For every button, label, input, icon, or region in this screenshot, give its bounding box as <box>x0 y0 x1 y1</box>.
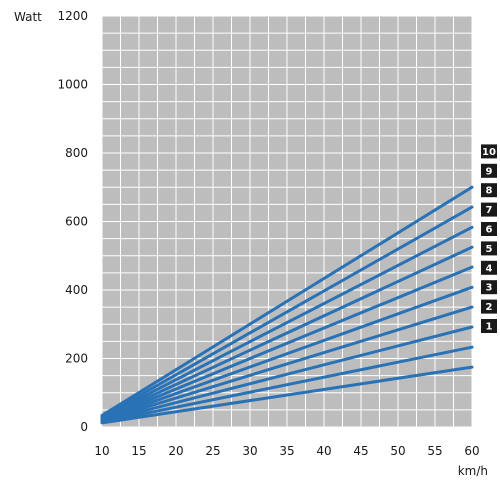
level-badge-7: 7 <box>481 202 497 217</box>
level-badge-box <box>481 202 497 217</box>
y-tick-label: 1200 <box>57 9 88 23</box>
level-badge-2: 2 <box>481 299 497 314</box>
level-badge-box <box>481 260 497 275</box>
level-badge-box <box>481 280 497 295</box>
y-tick-label: 800 <box>65 146 88 160</box>
level-badge-8: 8 <box>481 183 497 198</box>
x-axis-label: km/h <box>458 464 488 478</box>
x-tick-labels: 10 15 20 25 30 35 40 45 50 55 60 <box>94 444 479 458</box>
level-badge-10: 10 <box>481 144 497 159</box>
x-tick-label: 25 <box>205 444 220 458</box>
y-tick-label: 200 <box>65 352 88 366</box>
level-badge-1: 1 <box>481 319 497 333</box>
y-tick-labels: 0 200 400 600 800 1000 1200 <box>57 9 88 434</box>
level-badge-6: 6 <box>481 222 497 236</box>
y-tick-label: 600 <box>65 215 88 229</box>
series-line-9 <box>100 205 474 419</box>
series-line-2 <box>100 345 474 424</box>
level-badge-label: 6 <box>486 225 493 236</box>
x-tick-label: 30 <box>242 444 257 458</box>
x-tick-label: 20 <box>168 444 183 458</box>
series-line-10 <box>100 185 474 417</box>
x-tick-label: 55 <box>427 444 442 458</box>
level-badge-label: 7 <box>486 205 493 216</box>
level-badge-box <box>481 319 497 333</box>
series-line-6 <box>100 265 474 421</box>
series-level-labels: 1 2 3 4 5 6 7 8 9 10 <box>481 144 497 333</box>
series-line-5 <box>100 285 474 422</box>
y-tick-label: 1000 <box>57 78 88 92</box>
level-badge-box <box>481 222 497 236</box>
level-badge-3: 3 <box>481 280 497 295</box>
x-tick-label: 50 <box>390 444 405 458</box>
level-badge-box <box>481 183 497 198</box>
series-line-8 <box>100 225 474 420</box>
x-tick-label: 35 <box>279 444 294 458</box>
level-badge-box <box>481 299 497 314</box>
level-badge-label: 4 <box>486 263 493 274</box>
x-tick-label: 40 <box>316 444 331 458</box>
series-lines <box>100 185 474 425</box>
x-tick-label: 45 <box>353 444 368 458</box>
level-badge-box <box>481 163 497 178</box>
level-badge-label: 5 <box>486 244 493 255</box>
series-line-3 <box>100 325 474 423</box>
y-tick-label: 0 <box>80 420 88 434</box>
level-badge-label: 2 <box>486 302 493 313</box>
series-line-4 <box>100 305 474 423</box>
level-badge-5: 5 <box>481 241 497 256</box>
level-badge-box <box>481 144 497 159</box>
y-tick-label: 400 <box>65 283 88 297</box>
level-badge-4: 4 <box>481 260 497 275</box>
level-badge-label: 9 <box>486 166 493 177</box>
series-line-7 <box>100 245 474 421</box>
x-tick-label: 10 <box>94 444 109 458</box>
x-tick-label: 60 <box>464 444 479 458</box>
y-axis-label: Watt <box>14 10 42 24</box>
level-badge-label: 10 <box>482 147 496 158</box>
level-badge-9: 9 <box>481 163 497 178</box>
grid-lines <box>101 15 473 428</box>
level-badge-label: 8 <box>486 186 493 197</box>
series-line-1 <box>100 365 474 425</box>
level-badge-label: 3 <box>486 283 493 294</box>
level-badge-label: 1 <box>486 322 493 333</box>
level-badge-box <box>481 241 497 256</box>
x-tick-label: 15 <box>131 444 146 458</box>
